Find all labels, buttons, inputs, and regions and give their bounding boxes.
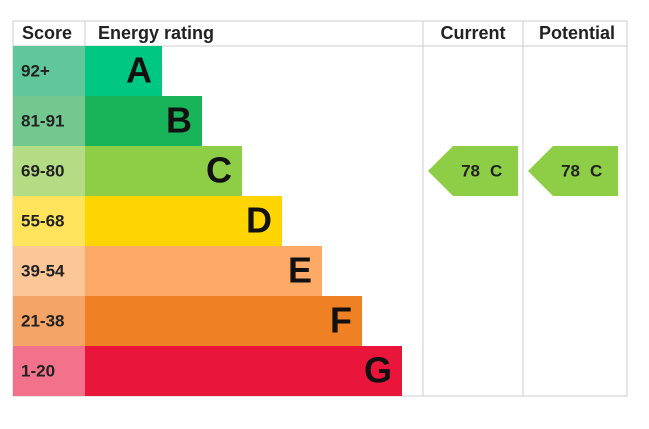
rating-letter: B: [166, 100, 192, 141]
score-cell: [13, 346, 85, 396]
potential-letter: C: [590, 161, 602, 180]
rating-bar: [85, 96, 202, 146]
score-cell: [13, 96, 85, 146]
rating-bar: [85, 46, 162, 96]
score-cell: [13, 296, 85, 346]
score-cell: [13, 246, 85, 296]
rating-bar: [85, 296, 362, 346]
score-range: 69-80: [21, 161, 64, 180]
current-score: 78: [461, 161, 480, 180]
score-cell: [13, 196, 85, 246]
score-range: 81-91: [21, 111, 64, 130]
rating-bar: [85, 146, 242, 196]
score-range: 92+: [21, 61, 50, 80]
rating-letter: G: [364, 350, 392, 391]
rating-letter: F: [330, 300, 352, 341]
rating-bar: [85, 246, 322, 296]
rating-letter: C: [206, 150, 232, 191]
header-score: Score: [22, 23, 72, 43]
rating-letter: E: [288, 250, 312, 291]
rating-bar: [85, 346, 402, 396]
potential-score: 78: [561, 161, 580, 180]
score-cell: [13, 46, 85, 96]
header-current: Current: [440, 23, 505, 43]
potential-arrow: [528, 146, 618, 196]
current-letter: C: [490, 161, 502, 180]
current-arrow: [428, 146, 518, 196]
header-rating: Energy rating: [98, 23, 214, 43]
score-range: 39-54: [21, 261, 65, 280]
header-potential: Potential: [539, 23, 615, 43]
score-range: 1-20: [21, 361, 55, 380]
rating-letter: D: [246, 200, 272, 241]
score-range: 21-38: [21, 311, 64, 330]
score-cell: [13, 146, 85, 196]
rating-bar: [85, 196, 282, 246]
score-range: 55-68: [21, 211, 64, 230]
rating-letter: A: [126, 50, 152, 91]
